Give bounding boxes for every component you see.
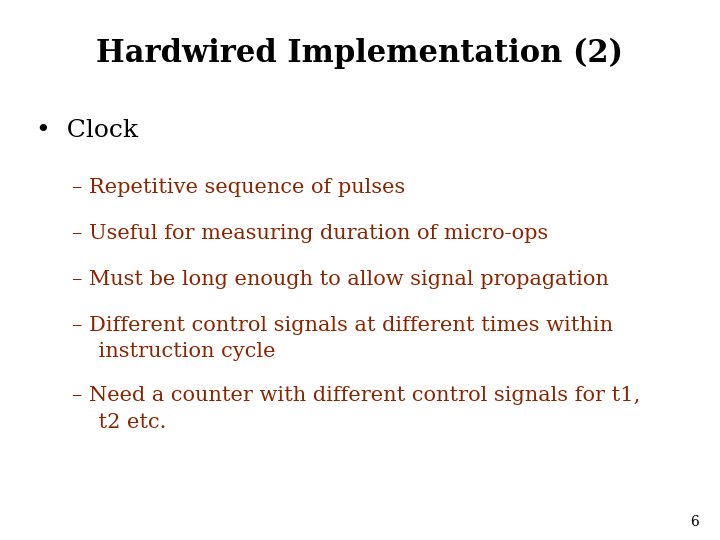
Text: •  Clock: • Clock [36, 119, 138, 142]
Text: 6: 6 [690, 515, 698, 529]
Text: – Must be long enough to allow signal propagation: – Must be long enough to allow signal pr… [72, 270, 609, 289]
Text: – Useful for measuring duration of micro-ops: – Useful for measuring duration of micro… [72, 224, 548, 243]
Text: – Repetitive sequence of pulses: – Repetitive sequence of pulses [72, 178, 405, 197]
Text: Hardwired Implementation (2): Hardwired Implementation (2) [96, 38, 624, 69]
Text: – Different control signals at different times within
    instruction cycle: – Different control signals at different… [72, 316, 613, 361]
Text: – Need a counter with different control signals for t1,
    t2 etc.: – Need a counter with different control … [72, 386, 640, 431]
